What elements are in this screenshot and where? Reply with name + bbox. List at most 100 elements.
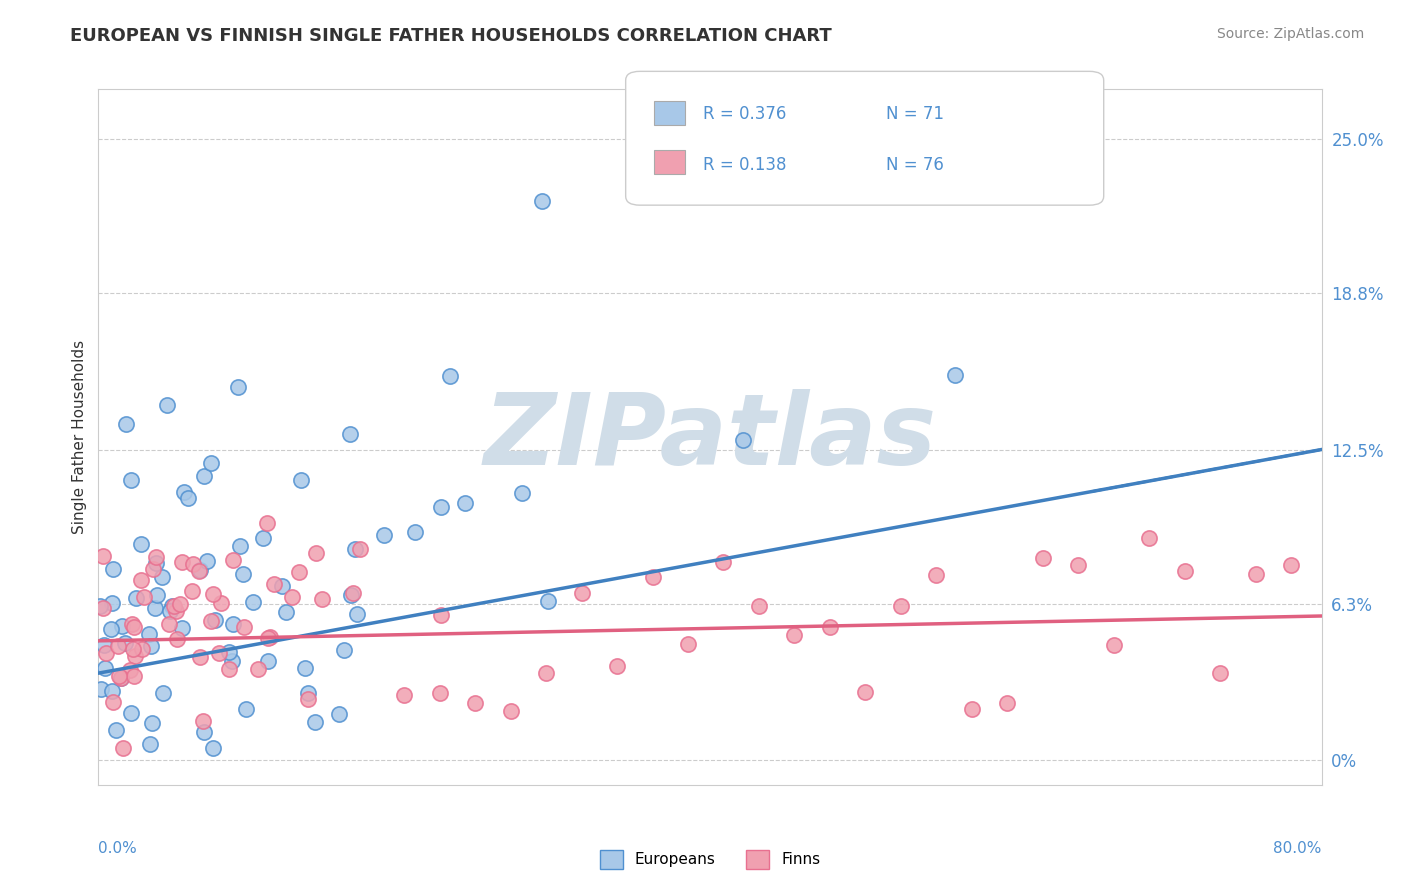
Text: N = 71: N = 71 (886, 105, 943, 123)
Point (344, 541, 367, 556)
Point (995, 696, 1018, 710)
Point (464, 696, 486, 710)
Point (107, 668, 129, 682)
Text: EUROPEAN VS FINNISH SINGLE FATHER HOUSEHOLDS CORRELATION CHART: EUROPEAN VS FINNISH SINGLE FATHER HOUSEH… (70, 27, 832, 45)
Point (960, 702, 983, 716)
Point (110, 671, 132, 685)
Point (346, 607, 368, 621)
Point (853, 685, 876, 699)
Point (188, 563, 211, 577)
Point (271, 579, 294, 593)
Point (129, 574, 152, 588)
Text: Source: ZipAtlas.com: Source: ZipAtlas.com (1216, 27, 1364, 41)
Point (169, 597, 191, 611)
Point (297, 691, 319, 706)
Point (290, 473, 312, 487)
Point (101, 562, 124, 576)
Point (94, 661, 117, 675)
Point (124, 669, 146, 683)
Point (211, 596, 233, 610)
Point (159, 604, 181, 618)
Point (304, 715, 326, 730)
Point (145, 556, 167, 570)
Point (125, 591, 148, 606)
Point (173, 484, 195, 499)
Point (121, 616, 143, 631)
Point (162, 599, 184, 613)
Point (349, 541, 371, 556)
Point (101, 696, 124, 710)
Y-axis label: Single Father Households: Single Father Households (72, 340, 87, 534)
Point (122, 620, 145, 634)
Point (177, 491, 200, 505)
Point (200, 456, 222, 470)
Point (188, 650, 211, 665)
Point (259, 630, 281, 644)
Point (91, 601, 114, 615)
Point (733, 433, 755, 447)
Point (208, 646, 231, 660)
Point (328, 707, 350, 722)
Point (202, 740, 225, 755)
Point (373, 528, 395, 542)
Point (890, 599, 912, 613)
Point (129, 536, 152, 550)
Point (235, 702, 257, 716)
Point (510, 486, 533, 500)
Text: N = 76: N = 76 (886, 156, 943, 174)
Point (121, 642, 143, 657)
Point (228, 539, 250, 553)
Point (118, 663, 141, 677)
Point (89, 599, 111, 614)
Point (232, 620, 254, 634)
Point (276, 606, 298, 620)
Point (1209, 666, 1232, 681)
Legend: Europeans, Finns: Europeans, Finns (593, 844, 827, 875)
Point (114, 417, 136, 431)
Point (1279, 558, 1302, 573)
Point (111, 619, 134, 633)
Point (256, 632, 278, 646)
Point (172, 555, 194, 569)
Point (606, 659, 628, 673)
Text: 0.0%: 0.0% (98, 840, 138, 855)
Point (152, 686, 174, 700)
Point (1032, 550, 1054, 565)
Point (1102, 638, 1125, 652)
Point (139, 737, 162, 751)
Point (138, 627, 160, 641)
Point (181, 557, 204, 571)
Point (429, 500, 451, 514)
Point (218, 645, 240, 659)
Point (571, 586, 593, 600)
Point (120, 473, 142, 487)
Point (1244, 566, 1267, 581)
Point (156, 398, 179, 412)
Point (105, 723, 128, 737)
Point (430, 608, 453, 623)
Point (107, 639, 129, 653)
Point (246, 662, 269, 676)
Point (221, 654, 243, 668)
Point (226, 379, 249, 393)
Point (340, 588, 363, 602)
Point (676, 637, 699, 651)
Point (263, 577, 285, 591)
Point (141, 715, 163, 730)
Point (222, 553, 245, 567)
Point (218, 662, 240, 676)
Point (193, 469, 215, 483)
Point (146, 588, 169, 602)
Point (242, 595, 264, 609)
Point (101, 684, 124, 698)
Point (297, 686, 319, 700)
Point (120, 706, 142, 720)
Point (100, 622, 122, 636)
Point (1174, 565, 1197, 579)
Point (537, 594, 560, 608)
Point (165, 604, 187, 618)
Point (200, 614, 222, 628)
Point (281, 590, 304, 604)
Point (91, 549, 114, 563)
Point (93, 638, 115, 652)
